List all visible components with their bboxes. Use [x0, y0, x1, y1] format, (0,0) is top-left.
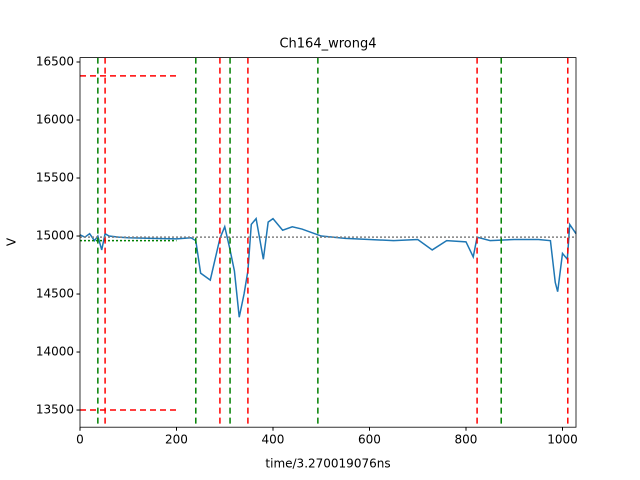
- y-tick-label: 16000: [36, 113, 74, 127]
- x-axis-label: time/3.270019076ns: [265, 457, 390, 471]
- x-tick-label: 400: [262, 433, 285, 447]
- x-tick-label: 600: [358, 433, 381, 447]
- y-tick-label: 14500: [36, 287, 74, 301]
- x-tick-label: 0: [76, 433, 84, 447]
- y-axis-label: V: [5, 237, 19, 246]
- x-tick-label: 800: [455, 433, 478, 447]
- y-tick-label: 13500: [36, 403, 74, 417]
- signal-line: [79, 216, 577, 318]
- x-tick-label: 200: [165, 433, 188, 447]
- plot-frame: [79, 57, 577, 428]
- x-tick-label: 1000: [547, 433, 578, 447]
- chart-title: Ch164_wrong4: [279, 37, 376, 52]
- y-tick-label: 16500: [36, 55, 74, 69]
- y-tick-label: 14000: [36, 345, 74, 359]
- y-tick-label: 15000: [36, 229, 74, 243]
- y-tick-label: 15500: [36, 171, 74, 185]
